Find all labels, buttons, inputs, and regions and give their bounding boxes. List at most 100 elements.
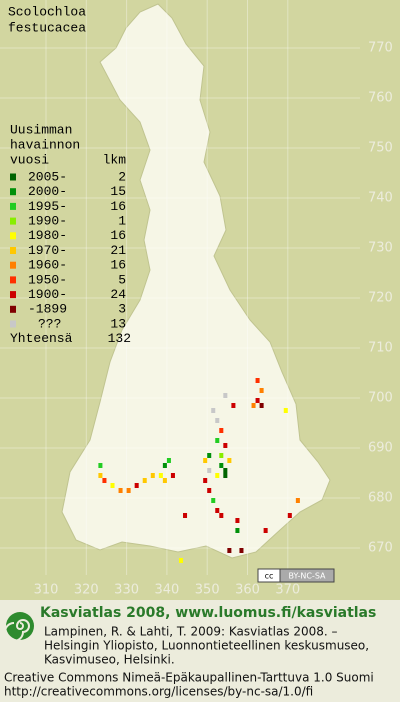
- observation-square: [118, 488, 123, 493]
- legend-swatch: [10, 305, 16, 313]
- legend-label: 2005-: [28, 169, 67, 184]
- x-tick-label: 330: [114, 583, 139, 598]
- observation-square: [219, 513, 224, 518]
- observation-square: [183, 513, 188, 518]
- x-tick-label: 360: [235, 583, 260, 598]
- y-tick-label: 690: [368, 441, 393, 456]
- y-tick-label: 730: [368, 241, 393, 256]
- observation-square: [295, 498, 300, 503]
- observation-square: [211, 498, 216, 503]
- y-tick-label: 700: [368, 391, 393, 406]
- citation: Helsingin Yliopisto, Luonnontieteellinen…: [44, 639, 369, 653]
- observation-square: [166, 458, 171, 463]
- observation-square: [98, 473, 103, 478]
- observation-square: [287, 513, 292, 518]
- x-tick-label: 320: [74, 583, 99, 598]
- finland-land: [61, 3, 331, 559]
- citation: Kasvimuseo, Helsinki.: [44, 653, 175, 667]
- observation-square: [223, 443, 228, 448]
- legend-swatch: [10, 173, 16, 181]
- legend-header: vuosi: [10, 152, 49, 167]
- observation-square: [98, 463, 103, 468]
- y-tick-label: 680: [368, 491, 393, 506]
- legend-count: 13: [110, 316, 126, 331]
- legend-label: 1995-: [28, 199, 67, 214]
- legend-count: 16: [110, 258, 126, 273]
- title: festucacea: [8, 20, 86, 35]
- observation-square: [283, 408, 288, 413]
- observation-square: [215, 438, 220, 443]
- observation-square: [162, 478, 167, 483]
- legend-swatch: [10, 202, 16, 210]
- logo: [4, 612, 34, 642]
- observation-square: [134, 483, 139, 488]
- y-tick-label: 670: [368, 541, 393, 556]
- observation-square: [255, 378, 260, 383]
- legend-swatch: [10, 276, 16, 284]
- observation-square: [110, 483, 115, 488]
- legend-swatch: [10, 217, 16, 225]
- observation-square: [219, 453, 224, 458]
- observation-square: [215, 473, 220, 478]
- observation-square: [170, 473, 175, 478]
- observation-square: [227, 458, 232, 463]
- observation-square: [219, 428, 224, 433]
- legend-label: 1990-: [28, 214, 67, 229]
- y-tick-label: 740: [368, 191, 393, 206]
- legend-swatch: [10, 232, 16, 240]
- legend-count: 5: [118, 272, 126, 287]
- observation-square: [251, 403, 256, 408]
- observation-square: [158, 473, 163, 478]
- legend-total-label: Yhteensä: [10, 331, 73, 346]
- observation-square: [223, 393, 228, 398]
- observation-square: [207, 453, 212, 458]
- badge-cc: cc: [265, 572, 274, 581]
- observation-square: [259, 403, 264, 408]
- legend-swatch: [10, 320, 16, 328]
- legend-total: 132: [108, 331, 131, 346]
- observation-square: [211, 408, 216, 413]
- observation-square: [142, 478, 147, 483]
- legend-count: 1: [118, 214, 126, 229]
- observation-square: [203, 478, 208, 483]
- observation-square: [150, 473, 155, 478]
- license: Creative Commons Nimeä-Epäkaupallinen-Ta…: [4, 671, 374, 685]
- legend-label: 1900-: [28, 287, 67, 302]
- citation: Lampinen, R. & Lahti, T. 2009: Kasviatla…: [44, 625, 338, 639]
- observation-square: [231, 403, 236, 408]
- observation-square: [235, 528, 240, 533]
- legend-count: 21: [110, 243, 126, 258]
- legend-swatch: [10, 247, 16, 254]
- observation-square: [223, 473, 228, 478]
- legend-count: 16: [110, 199, 126, 214]
- observation-square: [162, 463, 167, 468]
- footer-background: [0, 600, 400, 702]
- y-tick-label: 710: [368, 341, 393, 356]
- observation-square: [215, 418, 220, 423]
- observation-square: [215, 508, 220, 513]
- legend-count: 2: [118, 169, 126, 184]
- observation-square: [255, 398, 260, 403]
- badge-text: BY-NC-SA: [288, 572, 326, 581]
- observation-square: [126, 488, 131, 493]
- observation-square: [102, 478, 107, 483]
- observation-square: [263, 528, 268, 533]
- legend-header: Uusimman: [10, 122, 72, 137]
- title: Scolochloa: [8, 4, 86, 19]
- y-tick-label: 760: [368, 91, 393, 106]
- observation-square: [219, 463, 224, 468]
- observation-square: [207, 488, 212, 493]
- cc-badge: cc BY-NC-SA: [257, 568, 335, 583]
- observation-square: [259, 388, 264, 393]
- legend-label: 2000-: [28, 184, 67, 199]
- legend-label: 1950-: [28, 272, 67, 287]
- y-tick-label: 770: [368, 41, 393, 56]
- legend-swatch: [10, 261, 16, 269]
- legend-swatch: [10, 291, 16, 299]
- legend-count: 24: [110, 287, 126, 302]
- license-url: http://creativecommons.org/licenses/by-n…: [4, 685, 313, 699]
- legend-label: ???: [38, 316, 61, 331]
- x-tick-label: 350: [195, 583, 220, 598]
- y-tick-label: 750: [368, 141, 393, 156]
